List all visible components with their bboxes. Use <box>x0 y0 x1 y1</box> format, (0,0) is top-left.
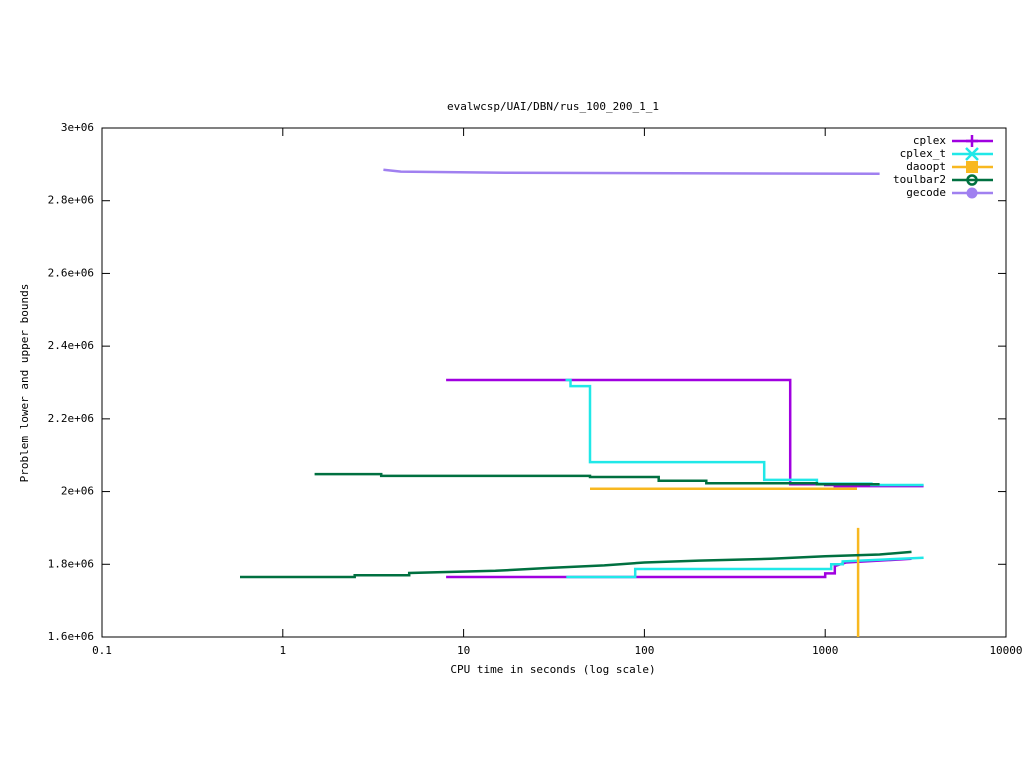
series-line <box>383 168 880 176</box>
y-tick-label: 2.4e+06 <box>48 339 94 352</box>
y-tick-label: 1.8e+06 <box>48 557 94 570</box>
legend-marker <box>966 161 978 173</box>
legend-label: toulbar2 <box>893 173 946 186</box>
y-tick-label: 2e+06 <box>61 485 94 498</box>
legend-label: cplex_t <box>900 147 946 160</box>
x-tick-label: 1000 <box>812 644 839 657</box>
x-tick-label: 10 <box>457 644 470 657</box>
y-tick-label: 3e+06 <box>61 121 94 134</box>
y-axis-label: Problem lower and upper bounds <box>18 284 31 483</box>
legend-marker <box>966 135 978 147</box>
legend-marker <box>966 187 978 199</box>
x-axis-label: CPU time in seconds (log scale) <box>450 663 655 676</box>
legend-marker <box>966 174 978 186</box>
legend-label: gecode <box>906 186 946 199</box>
y-tick-label: 2.2e+06 <box>48 412 94 425</box>
y-tick-label: 2.8e+06 <box>48 194 94 207</box>
legend-label: daoopt <box>906 160 946 173</box>
x-tick-label: 100 <box>634 644 654 657</box>
chart-title: evalwcsp/UAI/DBN/rus_100_200_1_1 <box>447 100 659 113</box>
x-tick-label: 10000 <box>989 644 1022 657</box>
y-tick-label: 2.6e+06 <box>48 266 94 279</box>
legend-label: cplex <box>913 134 946 147</box>
y-tick-label: 1.6e+06 <box>48 630 94 643</box>
legend-marker <box>965 147 979 161</box>
series-line <box>240 472 912 579</box>
x-tick-label: 1 <box>279 644 286 657</box>
series-line <box>590 487 860 637</box>
x-tick-label: 0.1 <box>92 644 112 657</box>
plot-frame <box>101 127 1007 638</box>
